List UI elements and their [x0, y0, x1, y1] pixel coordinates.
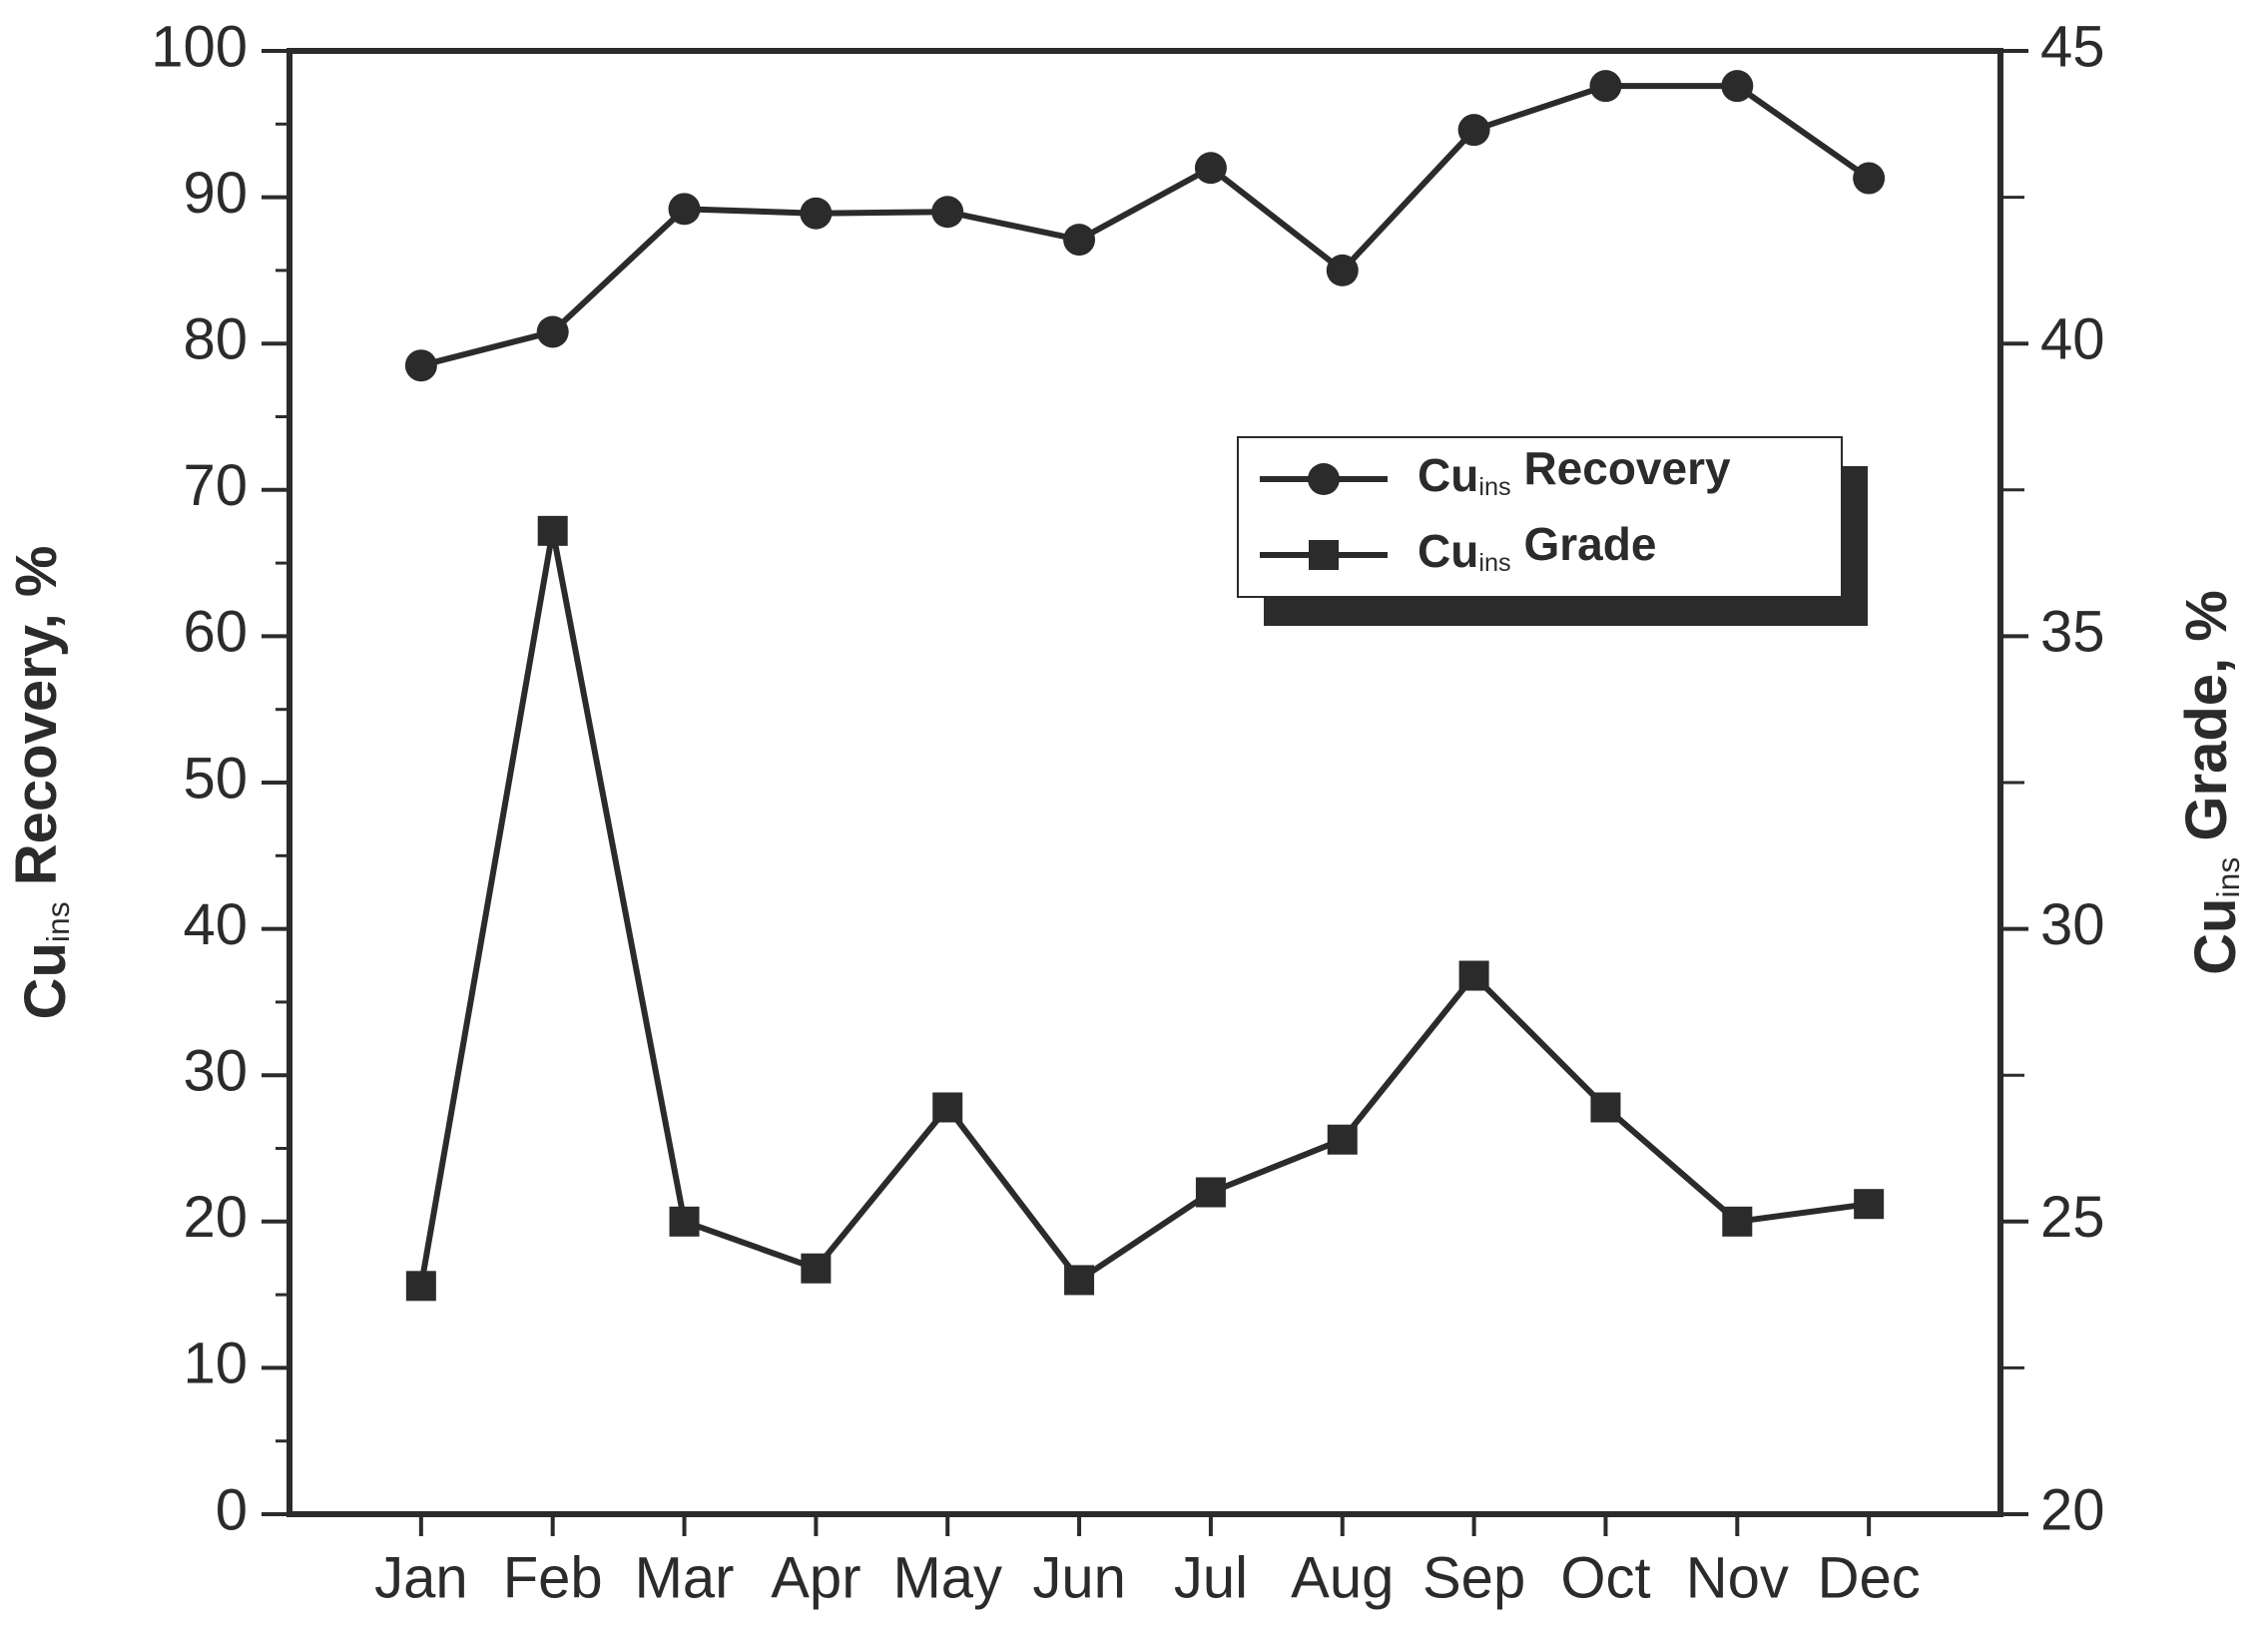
x-tick-label: Aug	[1291, 1545, 1394, 1610]
data-point	[800, 197, 833, 230]
data-point	[405, 1271, 436, 1302]
data-point	[1457, 114, 1490, 147]
data-point	[669, 1206, 700, 1237]
data-point	[536, 315, 569, 348]
series-line	[417, 527, 1870, 1287]
legend-label: Cuins Grade	[1418, 518, 1656, 577]
legend-label: Cuins Recovery	[1418, 442, 1731, 501]
data-point	[1195, 1177, 1226, 1208]
data-point	[931, 196, 964, 229]
data-point	[801, 1253, 832, 1284]
y-tick-label: 100	[151, 14, 248, 79]
data-point	[1721, 70, 1754, 103]
x-tick-label: Oct	[1560, 1545, 1650, 1610]
x-tick-label: Jun	[1032, 1545, 1126, 1610]
y-tick-label: 80	[183, 307, 248, 372]
data-point	[1854, 1189, 1885, 1220]
data-point	[1458, 960, 1489, 991]
x-tick-label: May	[892, 1545, 1002, 1610]
y-tick-label: 40	[183, 892, 248, 957]
legend-marker	[1308, 463, 1340, 495]
data-point	[1327, 1124, 1358, 1155]
data-point	[537, 515, 568, 546]
y-tick-label: 30	[183, 1039, 248, 1104]
series-line	[420, 83, 1871, 369]
x-tick-label: Mar	[635, 1545, 735, 1610]
x-tick-label: Apr	[771, 1545, 860, 1610]
data-point	[1722, 1206, 1753, 1237]
plot-frame	[286, 48, 2003, 1517]
legend	[1237, 436, 1843, 598]
y-axis-title: Cuins Recovery, %	[4, 546, 78, 1020]
y2-tick-label: 40	[2040, 307, 2105, 372]
y2-tick-label: 25	[2040, 1185, 2105, 1250]
x-tick-label: Sep	[1422, 1545, 1525, 1610]
x-tick-label: Nov	[1686, 1545, 1789, 1610]
data-point	[1063, 224, 1096, 257]
y2-tick-label: 35	[2040, 600, 2105, 665]
y2-tick-label: 30	[2040, 892, 2105, 957]
y2-axis-title: Cuins Grade, %	[2174, 590, 2248, 975]
data-point	[1590, 1092, 1621, 1123]
y-tick-label: 60	[183, 600, 248, 665]
legend-marker	[1309, 540, 1339, 570]
x-tick-label: Jan	[374, 1545, 468, 1610]
y-tick-label: 20	[183, 1185, 248, 1250]
x-tick-label: Feb	[503, 1545, 603, 1610]
data-point	[1853, 162, 1886, 195]
data-point	[1589, 70, 1622, 103]
data-point	[1064, 1265, 1095, 1296]
x-tick-label: Dec	[1818, 1545, 1921, 1610]
y2-tick-label: 20	[2040, 1477, 2105, 1542]
data-point	[932, 1092, 963, 1123]
y-tick-label: 0	[216, 1477, 248, 1542]
x-tick-label: Jul	[1174, 1545, 1248, 1610]
data-point	[668, 193, 701, 226]
data-point	[1194, 152, 1227, 185]
data-point	[1326, 254, 1359, 286]
y-tick-label: 90	[183, 161, 248, 226]
y-tick-label: 50	[183, 746, 248, 811]
y2-tick-label: 45	[2040, 14, 2105, 79]
data-point	[404, 349, 437, 382]
y-tick-label: 70	[183, 453, 248, 518]
y-tick-label: 10	[183, 1332, 248, 1396]
